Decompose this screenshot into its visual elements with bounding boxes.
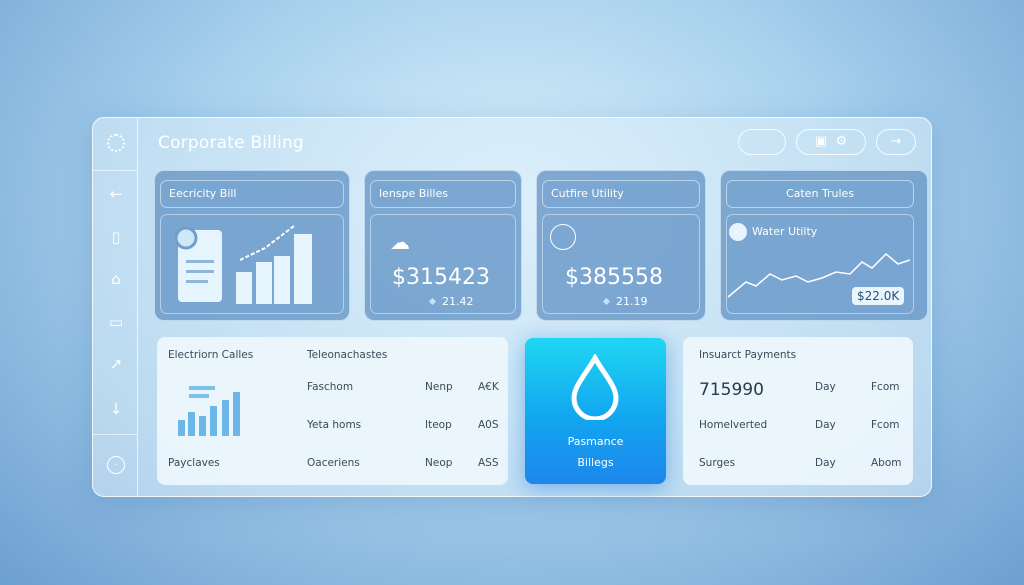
cell: ASS — [478, 457, 499, 469]
cell: Fcom — [871, 381, 900, 393]
card-title: Cutfire Utility — [542, 180, 700, 208]
wallet-icon[interactable]: ▭ — [108, 313, 124, 331]
user-icon — [550, 224, 576, 250]
card-label: Water Utilty — [752, 225, 818, 238]
logo — [107, 134, 125, 152]
drop-icon — [571, 354, 619, 420]
cell: Iteop — [425, 419, 452, 431]
cell: Abom — [871, 457, 902, 469]
cell: Day — [815, 457, 836, 469]
amount: $385558 — [565, 265, 663, 290]
avatar — [729, 223, 747, 241]
sidebar — [92, 117, 138, 497]
search-button[interactable] — [738, 129, 786, 155]
home-icon[interactable]: ⌂ — [111, 270, 121, 288]
divider — [92, 434, 138, 435]
clock-icon[interactable]: · — [107, 456, 125, 474]
app-title: Corporate Billing — [158, 133, 304, 153]
down-icon[interactable]: ↓ — [109, 400, 123, 418]
change: 21.19 — [604, 295, 648, 308]
cell: Neop — [425, 457, 453, 469]
bill-illustration — [174, 225, 312, 304]
card-title: Eecricity Bill — [160, 180, 344, 208]
cell: A0S — [478, 419, 499, 431]
weather-icon: ☁ — [390, 230, 410, 254]
feature-line: Pasmance — [567, 435, 624, 448]
cell: Faschom — [307, 381, 354, 393]
cell: Surges — [699, 457, 736, 469]
bar-icon — [178, 386, 240, 436]
column-header: Teleonachastes — [307, 349, 388, 361]
tools-button[interactable]: ▣ ⚙ — [796, 129, 866, 155]
cell: Day — [815, 419, 836, 431]
panel-title: Electriorn Calles — [168, 349, 254, 361]
doc-icon[interactable]: ▯ — [111, 228, 121, 246]
trend-line — [727, 252, 911, 298]
cell: Day — [815, 381, 836, 393]
card-title: Caten Trules — [726, 180, 914, 208]
amount: $315423 — [392, 265, 490, 290]
cell: Fcom — [871, 419, 900, 431]
cell: Nenp — [425, 381, 453, 393]
cell: Homelverted — [699, 419, 768, 431]
cell: Yeta homs — [307, 419, 362, 431]
back-icon[interactable]: ← — [109, 185, 123, 203]
next-button[interactable]: → — [876, 129, 916, 155]
panel-title: Insuarct Payments — [699, 349, 797, 361]
feature-line: Billegs — [577, 456, 614, 469]
cell: Oaceriens — [307, 457, 360, 469]
change: 21.42 — [430, 295, 474, 308]
badge: $22.0K — [852, 287, 905, 305]
panel-footer: Payclaves — [168, 457, 220, 469]
edit-icon[interactable]: ↗ — [109, 355, 123, 373]
cell: A€K — [478, 381, 499, 393]
total: 715990 — [699, 380, 764, 400]
panel — [683, 337, 913, 485]
divider — [92, 170, 138, 171]
card-title: lenspe Billes — [370, 180, 516, 208]
